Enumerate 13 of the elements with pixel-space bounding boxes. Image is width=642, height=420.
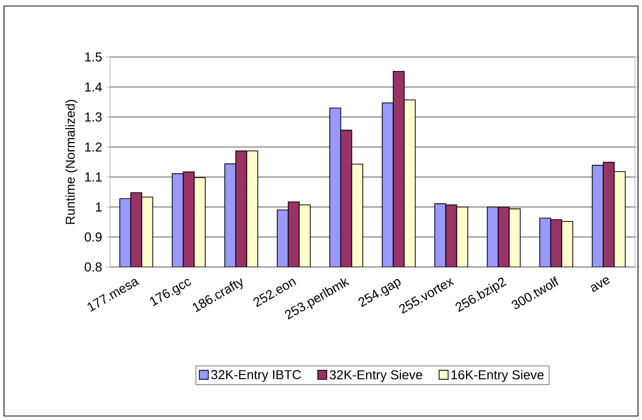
y-tick-label: 1.5 [85,52,102,62]
y-tick-label: 1 [96,202,102,212]
y-axis-title: Runtime (Normalized) [65,100,78,224]
x-tick-label: ave [590,277,610,292]
y-tick-label: 1.4 [85,82,102,92]
legend-label: 32K-Entry IBTC [211,370,301,382]
y-tick-label: 1.2 [85,142,102,152]
y-tick-label: 0.8 [84,262,102,272]
y-tick-label: 1.3 [85,112,102,122]
legend-label: 16K-Entry Sieve [452,370,544,382]
y-tick-label: 1.1 [85,172,102,182]
legend-label: 32K-Entry Sieve [330,370,422,382]
y-tick-label: 0.9 [84,232,102,242]
